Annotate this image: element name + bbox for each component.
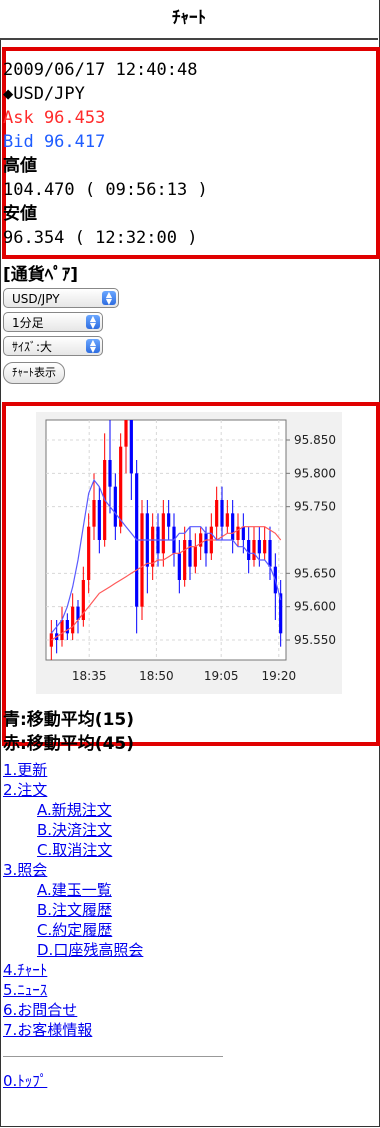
high-label: 高値	[3, 156, 37, 176]
menu-execution-history[interactable]: C.約定履歴	[37, 921, 113, 939]
candle-body	[225, 513, 229, 527]
menu-top[interactable]: 0.ﾄｯﾌﾟ	[3, 1072, 48, 1090]
candle-body	[76, 606, 80, 620]
x-tick-label: 18:35	[72, 669, 107, 683]
low-value: 96.354 ( 12:32:00 )	[3, 228, 198, 248]
candle-body	[220, 500, 224, 527]
candle-body	[241, 526, 245, 540]
candle-body	[236, 526, 240, 540]
bid-price: Bid 96.417	[3, 132, 106, 152]
low-label: 安値	[3, 204, 37, 224]
menu-chart[interactable]: 4.ﾁｬｰﾄ	[3, 961, 48, 979]
size-select[interactable]: ｻｲｽﾞ:大 ▲ ▼	[3, 336, 103, 356]
y-tick-label: 95.800	[294, 466, 336, 480]
menu-new-order[interactable]: A.新規注文	[37, 801, 112, 819]
candle-body	[124, 420, 128, 447]
menu-refresh[interactable]: 1.更新	[3, 761, 48, 779]
y-tick-label: 95.550	[294, 633, 336, 647]
candle-body	[65, 620, 69, 634]
candle-body	[268, 540, 272, 567]
pair-select-value: USD/JPY	[12, 292, 60, 306]
candle-body	[193, 546, 197, 567]
quote-panel: 2009/06/17 12:40:48 ◆USD/JPY Ask 96.453 …	[3, 58, 208, 250]
y-tick-label: 95.750	[294, 500, 336, 514]
candle-body	[263, 540, 267, 554]
menu-inquiry[interactable]: 3.照会	[3, 861, 48, 879]
show-chart-button[interactable]: ﾁｬｰﾄ表示	[3, 362, 65, 384]
candle-body	[92, 500, 96, 527]
currency-pair: ◆USD/JPY	[3, 84, 85, 104]
y-tick-label: 95.850	[294, 433, 336, 447]
menu-settle-order[interactable]: B.決済注文	[37, 821, 113, 839]
pair-select[interactable]: USD/JPY ▲ ▼	[3, 288, 119, 308]
candle-body	[81, 580, 85, 620]
x-tick-label: 19:20	[262, 669, 297, 683]
menu-order[interactable]: 2.注文	[3, 781, 48, 799]
candle-body	[71, 606, 75, 634]
period-select-value: 1分足	[12, 316, 44, 330]
menu-news[interactable]: 5.ﾆｭｰｽ	[3, 981, 48, 999]
candle-body	[87, 526, 91, 580]
select-arrows-icon: ▲ ▼	[86, 339, 100, 354]
candle-body	[129, 420, 133, 474]
select-arrows-icon: ▲ ▼	[102, 291, 116, 306]
candle-body	[252, 540, 256, 560]
candle-body	[97, 500, 101, 540]
menu-account-balance[interactable]: D.口座残高照会	[37, 941, 144, 959]
candle-body	[108, 460, 112, 487]
price-chart: 95.850 95.800 95.750 95.650 95.600 95.550 18:3…	[45, 419, 336, 683]
controls-title: [通貨ﾍﾟｱ]	[3, 265, 79, 285]
legend-red: 赤:移動平均(45)	[3, 734, 134, 754]
page-title: ﾁｬｰﾄ	[0, 0, 378, 40]
candle-body	[140, 513, 144, 607]
size-select-value: ｻｲｽﾞ:大	[12, 340, 53, 354]
candle-body	[167, 513, 171, 527]
x-tick-label: 19:05	[204, 669, 239, 683]
menu-positions[interactable]: A.建玉一覧	[37, 881, 112, 899]
period-select[interactable]: 1分足 ▲ ▼	[3, 312, 103, 332]
menu-cancel-order[interactable]: C.取消注文	[37, 841, 113, 859]
legend-blue: 青:移動平均(15)	[3, 710, 134, 730]
candle-body	[177, 553, 181, 580]
select-arrows-icon: ▲ ▼	[86, 315, 100, 330]
chart-area: 95.850 95.800 95.750 95.650 95.600 95.550 18:3…	[36, 412, 342, 694]
navigation-menu: 1.更新 2.注文 A.新規注文 B.決済注文 C.取消注文 3.照会 A.建玉一覧 B.注文…	[3, 760, 223, 1091]
chart-legend: 青:移動平均(15) 赤:移動平均(45)	[3, 708, 134, 756]
candle-body	[257, 540, 261, 554]
quote-datetime: 2009/06/17 12:40:48	[3, 60, 198, 80]
candle-body	[247, 540, 251, 560]
high-value: 104.470 ( 09:56:13 )	[3, 180, 208, 200]
menu-divider	[3, 1056, 223, 1057]
y-tick-label: 95.600	[294, 600, 336, 614]
candle-body	[161, 513, 165, 554]
candle-body	[204, 533, 208, 554]
candle-body	[231, 513, 235, 540]
ask-price: Ask 96.453	[3, 108, 106, 128]
candle-body	[188, 540, 192, 567]
ma15-line	[50, 478, 282, 634]
candle-body	[183, 540, 187, 580]
x-tick-label: 18:50	[139, 669, 174, 683]
menu-contact[interactable]: 6.お問合せ	[3, 1001, 78, 1019]
candle-body	[151, 526, 155, 567]
candle-body	[279, 593, 283, 634]
candle-body	[113, 486, 117, 527]
candle-body	[199, 533, 203, 547]
candle-body	[215, 500, 219, 527]
chart-controls: [通貨ﾍﾟｱ] USD/JPY ▲ ▼ 1分足 ▲ ▼ ｻｲｽﾞ:大 ▲ ▼ ﾁｬｰﾄ…	[3, 264, 119, 384]
candle-body	[60, 620, 64, 640]
menu-customer-info[interactable]: 7.お客様情報	[3, 1021, 93, 1039]
ma45-line	[50, 526, 282, 641]
candle-body	[119, 446, 123, 527]
y-tick-label: 95.650	[294, 566, 336, 580]
menu-order-history[interactable]: B.注文履歴	[37, 901, 113, 919]
